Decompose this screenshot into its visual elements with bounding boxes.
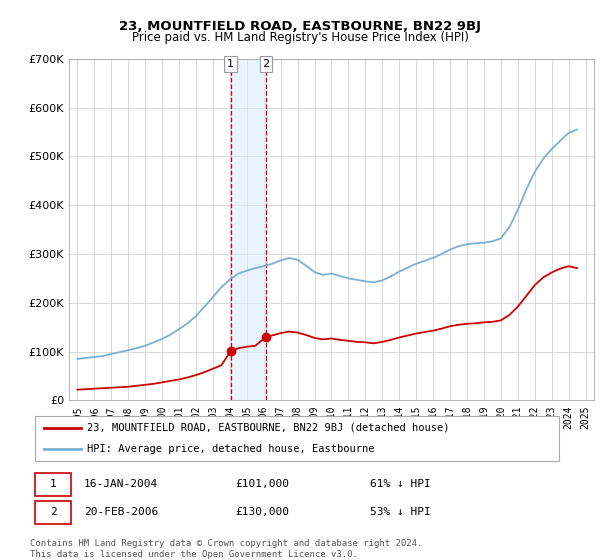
FancyBboxPatch shape	[35, 473, 71, 496]
FancyBboxPatch shape	[35, 501, 71, 524]
Text: 1: 1	[227, 59, 234, 69]
Text: Price paid vs. HM Land Registry's House Price Index (HPI): Price paid vs. HM Land Registry's House …	[131, 31, 469, 44]
Text: 61% ↓ HPI: 61% ↓ HPI	[370, 479, 431, 489]
Text: 2: 2	[262, 59, 269, 69]
Text: Contains HM Land Registry data © Crown copyright and database right 2024.: Contains HM Land Registry data © Crown c…	[30, 539, 422, 548]
Text: 23, MOUNTFIELD ROAD, EASTBOURNE, BN22 9BJ: 23, MOUNTFIELD ROAD, EASTBOURNE, BN22 9B…	[119, 20, 481, 32]
Text: 23, MOUNTFIELD ROAD, EASTBOURNE, BN22 9BJ (detached house): 23, MOUNTFIELD ROAD, EASTBOURNE, BN22 9B…	[86, 423, 449, 433]
Text: This data is licensed under the Open Government Licence v3.0.: This data is licensed under the Open Gov…	[30, 550, 358, 559]
Text: 16-JAN-2004: 16-JAN-2004	[84, 479, 158, 489]
Bar	[230, 59, 266, 400]
Text: 53% ↓ HPI: 53% ↓ HPI	[370, 507, 431, 517]
FancyBboxPatch shape	[35, 416, 559, 461]
Text: £130,000: £130,000	[235, 507, 289, 517]
Text: 1: 1	[50, 479, 56, 489]
Text: HPI: Average price, detached house, Eastbourne: HPI: Average price, detached house, East…	[86, 444, 374, 454]
Text: 2: 2	[50, 507, 56, 517]
Text: 20-FEB-2006: 20-FEB-2006	[84, 507, 158, 517]
Text: £101,000: £101,000	[235, 479, 289, 489]
